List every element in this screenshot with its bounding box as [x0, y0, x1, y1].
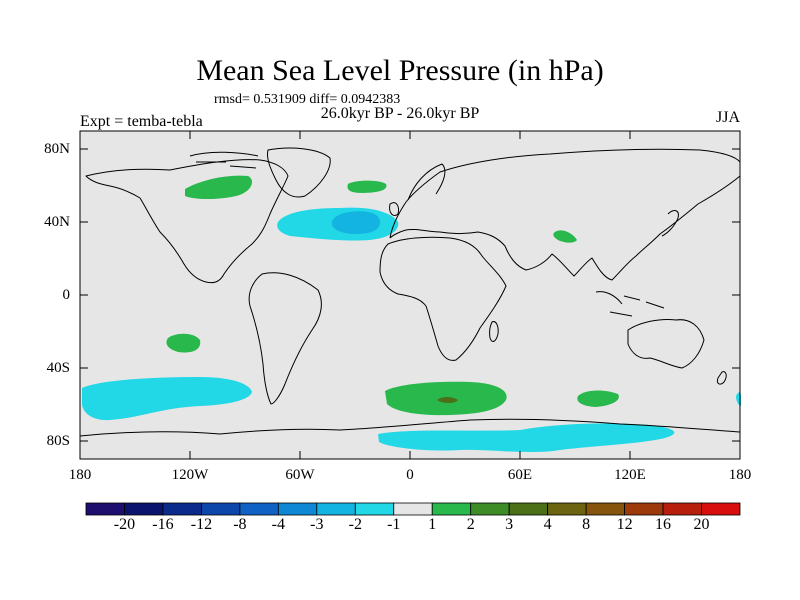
- coastline-japan: [661, 210, 679, 237]
- region-south-atlantic-core: [437, 397, 458, 403]
- colorbar-tick-label: 1: [428, 516, 437, 533]
- colorbar-tick-label: -3: [310, 516, 324, 533]
- anomaly-regions: [82, 175, 741, 453]
- lat-ticks: [80, 148, 740, 442]
- coastline-eurasia: [389, 148, 741, 281]
- lon-label-0: 0: [406, 467, 414, 483]
- lat-label-40s: 40S: [46, 360, 70, 376]
- colorbar-swatch: [316, 502, 356, 516]
- coastline-arctic-islands: [189, 151, 259, 169]
- coastline-greenland: [267, 147, 331, 198]
- lon-label-180e: 180: [728, 467, 752, 483]
- colorbar-swatch: [124, 502, 164, 516]
- coastlines: [79, 147, 741, 437]
- coastline-north-america: [85, 159, 289, 284]
- colorbar-swatch: [547, 502, 587, 516]
- colorbar-swatch: [393, 502, 433, 516]
- colorbar-swatch: [508, 502, 549, 516]
- experiment-label: Expt = temba-tebla: [80, 113, 203, 130]
- lon-label-180w: 180: [68, 467, 92, 483]
- colorbar-swatch: [85, 502, 125, 516]
- colorbar-swatch: [470, 502, 510, 516]
- colorbar-swatch: [624, 502, 664, 516]
- region-antarctic-low-a: [378, 423, 675, 453]
- lon-label-60w: 60W: [285, 467, 315, 483]
- colorbar-tick-label: -20: [113, 516, 136, 533]
- map-title: Mean Sea Level Pressure (in hPa): [196, 54, 604, 87]
- coastline-madagascar: [489, 321, 499, 342]
- colorbar-swatch: [277, 502, 318, 516]
- colorbar-swatch: [162, 502, 202, 516]
- colorbar-swatch: [431, 502, 472, 516]
- colorbar-tick-label: 3: [505, 516, 514, 533]
- colorbar-tick-label: -2: [348, 516, 362, 533]
- lat-label-40n: 40N: [44, 214, 70, 230]
- lat-label-0: 0: [62, 287, 71, 303]
- region-north-atlantic-core: [331, 211, 381, 234]
- coastline-australia: [627, 319, 705, 369]
- colorbar-tick-label: 12: [616, 516, 633, 533]
- coastline-antarctica: [79, 418, 741, 437]
- coastline-scandinavia: [407, 163, 446, 201]
- colorbar-tick-label: -1: [387, 516, 401, 533]
- coastline-new-zealand: [717, 371, 727, 385]
- colorbar-tick-label: -16: [152, 516, 174, 533]
- lon-ticks: [79, 131, 741, 459]
- coastline-british-isles: [389, 202, 399, 217]
- lat-label-80n: 80N: [44, 141, 70, 157]
- lon-label-120e: 120E: [614, 467, 646, 483]
- region-tibet-high: [553, 230, 577, 243]
- lon-label-120w: 120W: [171, 467, 209, 483]
- colorbar-tick-label: -12: [190, 516, 213, 533]
- region-north-sea-high: [347, 180, 387, 193]
- rmsd-diff-stats: rmsd= 0.531909 diff= 0.0942383: [214, 92, 401, 107]
- coastline-south-america: [248, 272, 322, 405]
- season-label: JJA: [715, 109, 740, 126]
- colorbar-tick-label: 8: [582, 516, 591, 533]
- region-hudson-high: [185, 175, 252, 199]
- region-southern-pacific-low: [82, 377, 252, 421]
- colorbar-swatch: [354, 502, 395, 516]
- period-label: 26.0kyr BP - 26.0kyr BP: [320, 105, 480, 122]
- region-south-pacific-high: [166, 333, 201, 353]
- coastline-africa: [379, 236, 507, 361]
- colorbar-tick-label: 20: [693, 516, 710, 533]
- lon-label-60e: 60E: [507, 467, 533, 483]
- colorbar-tick-label: -4: [271, 516, 285, 533]
- colorbar-swatch: [701, 502, 741, 516]
- colorbar-swatch: [662, 502, 702, 516]
- colorbar-tick-label: 2: [466, 516, 475, 533]
- colorbar: [85, 502, 741, 516]
- colorbar-tick-label: -8: [233, 516, 247, 533]
- coastline-indonesia: [595, 291, 665, 317]
- region-south-indian-high: [577, 390, 619, 407]
- colorbar-tick-label: 16: [655, 516, 672, 533]
- lat-label-80s: 80S: [46, 433, 70, 449]
- colorbar-swatch: [585, 502, 625, 516]
- colorbar-swatch: [201, 502, 241, 516]
- colorbar-swatch: [239, 502, 279, 516]
- colorbar-tick-label: 4: [543, 516, 552, 533]
